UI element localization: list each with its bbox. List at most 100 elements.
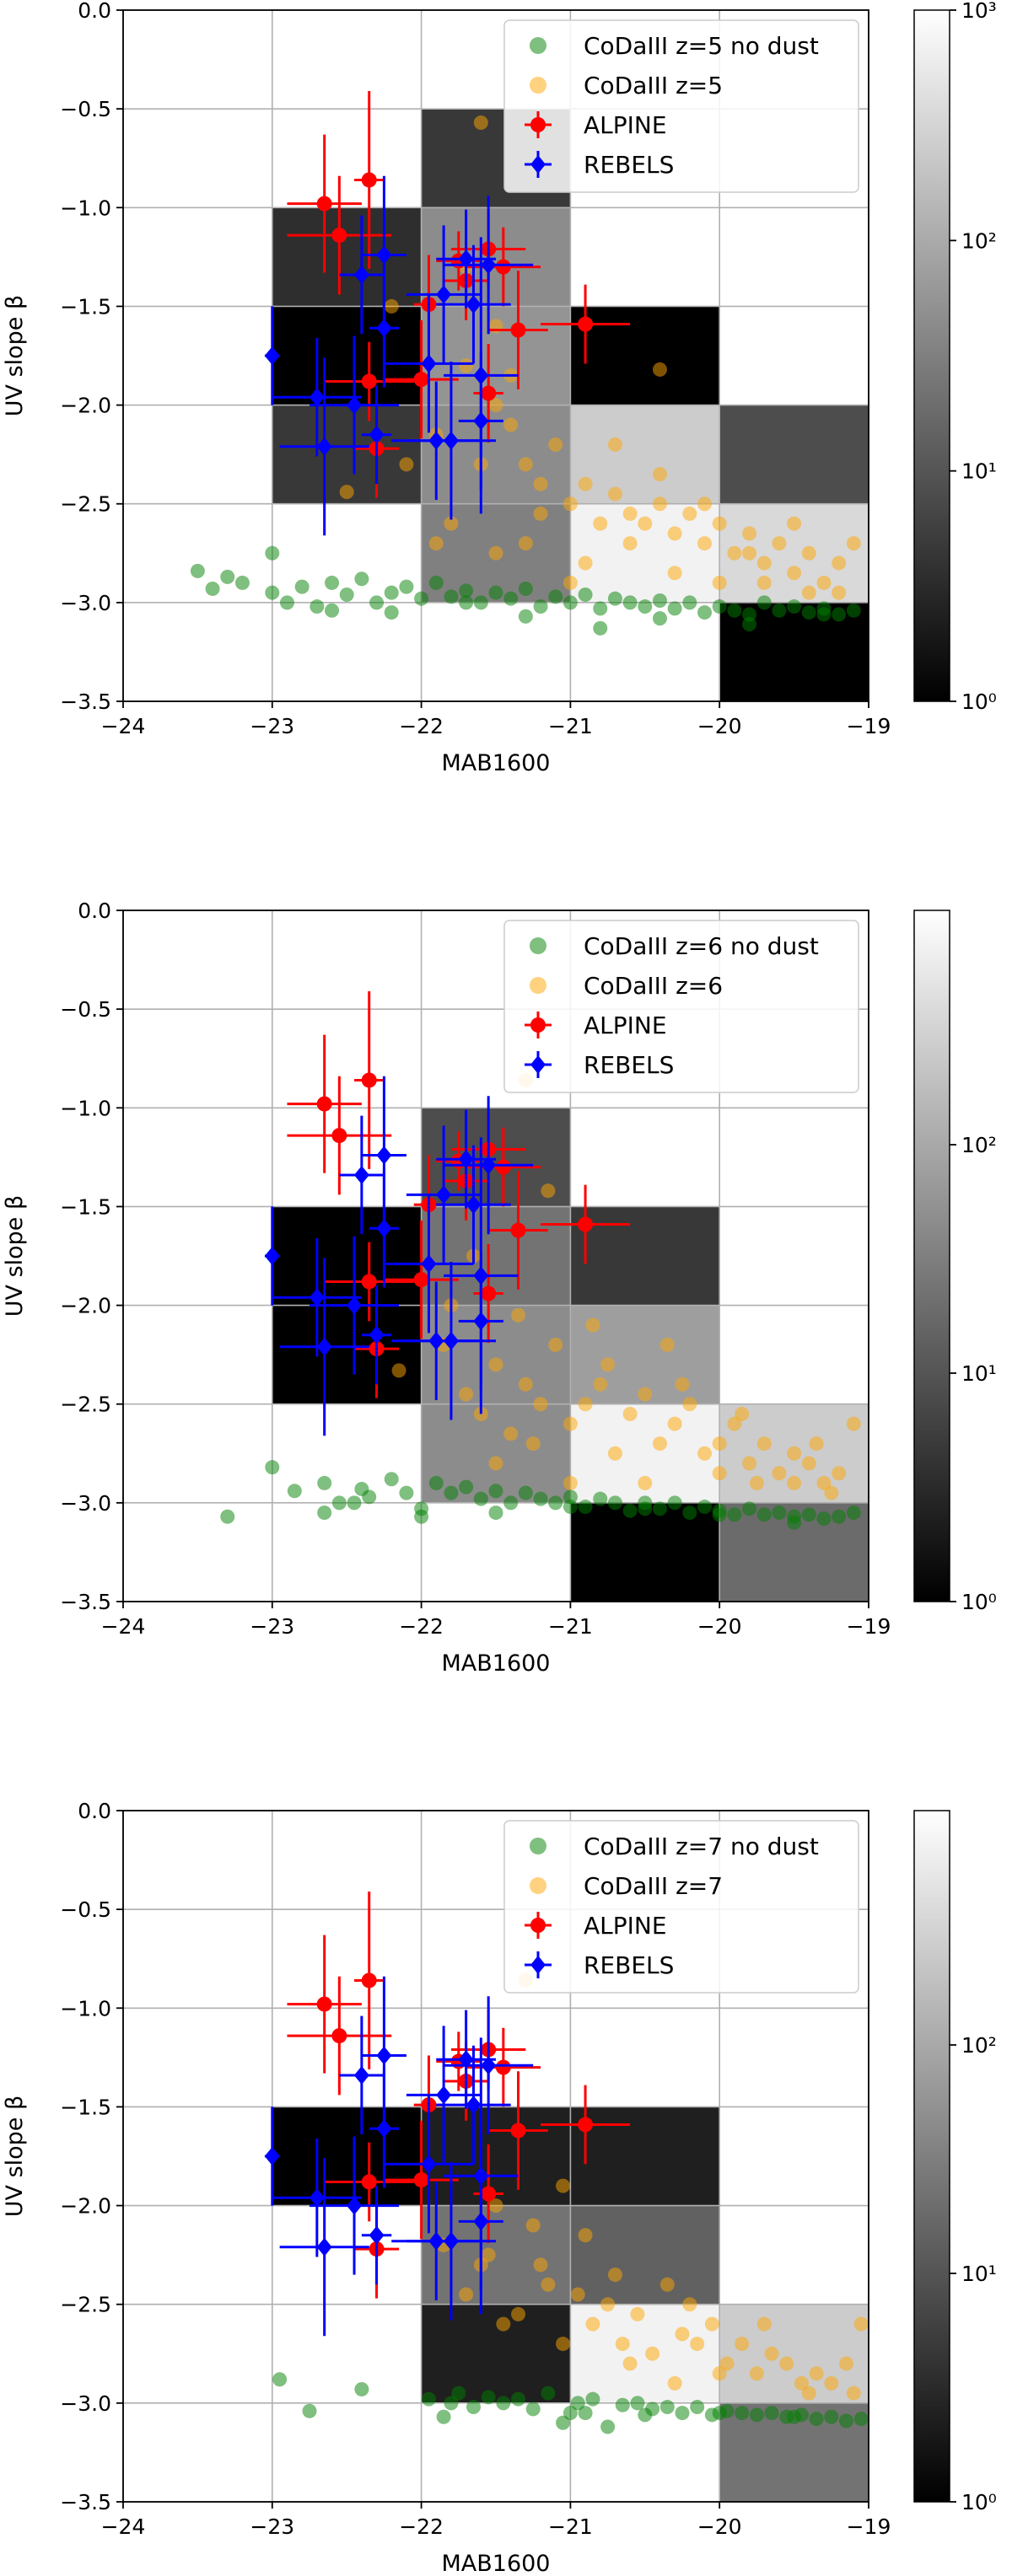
- scatter-point: [756, 1436, 772, 1452]
- scatter-point: [772, 536, 787, 551]
- scatter-point: [279, 595, 294, 610]
- chart-panel-3: −24 −23 −22 −21 −20 −19 0.0 −0.5 −1.0 −1.5 −2.0 −2.…: [2, 1799, 997, 2576]
- x-tick-label: −23: [250, 1614, 294, 1639]
- scatter-point: [391, 1363, 406, 1378]
- scatter-point: [742, 526, 757, 541]
- scatter-point: [838, 2356, 853, 2371]
- legend-marker: [530, 1838, 546, 1854]
- scatter-point: [220, 569, 235, 584]
- data-point: [473, 1312, 489, 1331]
- scatter-point: [399, 457, 414, 472]
- histogram-cell: [272, 2106, 422, 2206]
- scatter-point: [607, 1446, 622, 1461]
- x-axis-label: MAB1600: [441, 1650, 550, 1677]
- data-point: [443, 2231, 459, 2251]
- y-tick-label: −2.0: [60, 2194, 111, 2219]
- scatter-point: [511, 2306, 526, 2321]
- scatter-point: [727, 603, 742, 618]
- scatter-point: [488, 1484, 503, 1499]
- scatter-point: [384, 585, 399, 600]
- scatter-point: [488, 1456, 503, 1471]
- legend-label: ALPINE: [584, 1912, 667, 1940]
- plot-frame: [122, 910, 869, 1602]
- scatter-point: [287, 1484, 302, 1499]
- data-point: [495, 259, 511, 275]
- scatter-point: [310, 599, 325, 614]
- colorbar-tick-label: 10²: [961, 1133, 997, 1157]
- data-point: [495, 2059, 511, 2075]
- scatter-point: [234, 575, 250, 590]
- scatter-point: [481, 2390, 496, 2405]
- y-tick-label: −0.5: [60, 97, 111, 121]
- scatter-point: [428, 575, 444, 590]
- legend: CoDaIII z=6 no dust CoDaIII z=6 ALPINE REBE…: [503, 920, 859, 1093]
- legend-label: ALPINE: [584, 111, 667, 139]
- data-point: [309, 1288, 325, 1307]
- axis-ticks: −24 −23 −22 −21 −20 −19 0.0 −0.5 −1.0 −1.5 −2.0 −2.…: [60, 0, 891, 738]
- chart-panel-1: −24 −23 −22 −21 −20 −19 0.0 −0.5 −1.0 −1.5 −2.0 −2.…: [2, 0, 997, 776]
- scatter-point: [615, 2397, 630, 2412]
- scatter-point: [622, 536, 638, 551]
- scatter-point: [787, 566, 802, 581]
- scatter-point: [801, 1507, 816, 1522]
- series-scatter: [272, 2372, 869, 2434]
- scatter-point: [832, 555, 847, 571]
- scatter-point: [459, 2287, 474, 2302]
- scatter-point: [459, 1479, 474, 1495]
- axis-ticks: −24 −23 −22 −21 −20 −19 0.0 −0.5 −1.0 −1.5 −2.0 −2.…: [60, 899, 891, 1639]
- scatter-point: [444, 2396, 459, 2411]
- scatter-point: [712, 2366, 727, 2381]
- scatter-point: [488, 1505, 503, 1521]
- histogram-cell: [272, 207, 422, 307]
- scatter-point: [578, 1500, 593, 1515]
- scatter-point: [533, 476, 548, 491]
- data-point: [347, 2196, 363, 2215]
- y-tick-label: −2.0: [60, 394, 111, 418]
- data-point: [347, 395, 363, 415]
- scatter-point: [652, 362, 667, 377]
- scatter-point: [787, 516, 802, 531]
- scatter-point: [764, 2406, 779, 2421]
- scatter-point: [832, 607, 847, 622]
- colorbar-bar: [913, 1810, 950, 2503]
- legend-label: CoDaIII z=7 no dust: [584, 1833, 819, 1860]
- scatter-point: [675, 2326, 690, 2342]
- scatter-point: [570, 2287, 585, 2302]
- scatter-point: [518, 1377, 533, 1392]
- y-tick-label: −3.5: [60, 690, 111, 714]
- data-point: [481, 1285, 497, 1301]
- scatter-point: [756, 1507, 772, 1522]
- scatter-point: [712, 575, 727, 590]
- scatter-point: [682, 595, 697, 610]
- scatter-point: [638, 2407, 653, 2423]
- y-tick-label: −1.0: [60, 196, 111, 220]
- y-tick-label: −3.0: [60, 2391, 111, 2416]
- scatter-point: [488, 545, 503, 561]
- scatter-point: [556, 2415, 571, 2430]
- scatter-point: [638, 1501, 653, 1516]
- scatter-point: [518, 536, 533, 551]
- histogram-cell: [570, 2205, 720, 2305]
- scatter-point: [473, 1491, 488, 1506]
- scatter-point: [809, 1436, 824, 1452]
- histogram: [272, 1108, 869, 1602]
- scatter-point: [384, 1472, 399, 1487]
- scatter-point: [585, 2316, 600, 2332]
- data-point: [481, 2056, 497, 2075]
- data-point: [361, 1274, 377, 1290]
- scatter-point: [548, 437, 563, 452]
- x-tick-label: −22: [399, 1614, 444, 1639]
- scatter-point: [742, 1501, 757, 1516]
- scatter-point: [272, 2372, 288, 2387]
- scatter-point: [503, 1426, 519, 1441]
- data-point: [309, 388, 325, 407]
- data-point: [413, 2172, 429, 2188]
- data-point: [436, 1185, 452, 1205]
- scatter-point: [347, 1495, 362, 1511]
- scatter-point: [444, 516, 459, 531]
- scatter-point: [772, 1466, 787, 1481]
- scatter-point: [832, 1466, 847, 1481]
- scatter-point: [354, 572, 369, 587]
- scatter-point: [607, 486, 622, 502]
- y-tick-label: −2.5: [60, 492, 111, 517]
